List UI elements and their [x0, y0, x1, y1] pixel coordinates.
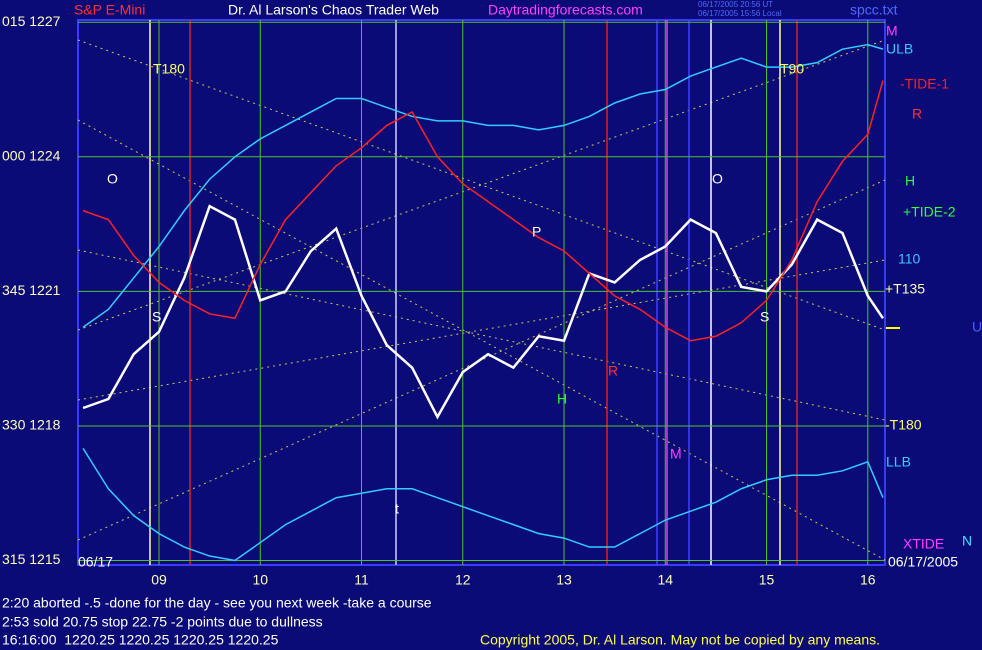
annotation: +T135 [885, 281, 925, 297]
annotation: 110 [898, 251, 921, 267]
y-tick-label: 345 1221 [2, 282, 61, 298]
annotation: R [912, 106, 922, 122]
annotation: XTIDE [903, 536, 944, 552]
annotation: O [712, 171, 723, 187]
annotation: R [608, 363, 618, 379]
annotation: -T180 [885, 417, 922, 433]
copyright: Copyright 2005, Dr. Al Larson. May not b… [480, 632, 880, 648]
series-line [82, 204, 885, 420]
x-tick-label: 11 [354, 572, 369, 588]
annotation: M [670, 446, 682, 462]
note: 2:53 sold 20.75 stop 22.75 -2 points due… [2, 614, 323, 630]
time-ut: 06/17/2005 20:56 UT [698, 0, 773, 9]
annotation: T90 [780, 61, 804, 77]
series-label: ULB [886, 41, 913, 57]
diagonal [77, 39, 886, 331]
note: 2:20 aborted -.5 -done for the day - see… [2, 595, 432, 611]
annotation: H [905, 173, 915, 189]
x-tick-label: 14 [657, 572, 673, 588]
annotation: T180 [153, 61, 185, 77]
diagonal [77, 39, 886, 331]
note: 16:16:00 1220.25 1220.25 1220.25 1220.25 [2, 632, 279, 648]
x-tick-label: 15 [759, 572, 775, 588]
series-line [82, 43, 884, 328]
y-tick-label: 015 1227 [2, 13, 61, 29]
instrument: S&P E-Mini [74, 2, 145, 18]
time-local: 06/17/2005 15:56 Local [698, 9, 782, 18]
plot-frame [77, 19, 886, 566]
x-tick-label: 12 [455, 572, 471, 588]
y-tick-label: 330 1218 [2, 417, 61, 433]
annotation: S [152, 309, 161, 325]
x-tick-label: 10 [252, 572, 268, 588]
file-name: spcc.txt [850, 2, 898, 18]
series-line [82, 447, 884, 562]
annotation: 06/17/2005 [888, 554, 958, 570]
annotation: H [557, 391, 567, 407]
x-tick-label: 13 [556, 572, 572, 588]
series-label: LLB [886, 454, 911, 470]
annotation: P [532, 224, 541, 240]
chart-title: Dr. Al Larson's Chaos Trader Web [228, 2, 439, 18]
annotation: M [886, 23, 898, 39]
annotation: N [962, 533, 972, 549]
annotation: S [760, 309, 769, 325]
x-tick-label: 16 [860, 572, 876, 588]
cycle-diagonals [77, 39, 886, 561]
annotation: O [107, 171, 118, 187]
annotation: t [395, 501, 399, 517]
annotation: U [972, 319, 982, 335]
x-tick-label: 09 [151, 572, 167, 588]
annotation: 06/17 [78, 554, 113, 570]
series-label: -TIDE-1 [900, 76, 949, 92]
diagonal [77, 259, 886, 401]
y-tick-label: 315 1215 [2, 551, 61, 567]
site: Daytradingforecasts.com [488, 2, 643, 18]
series-line [82, 80, 884, 342]
annotation: +TIDE-2 [903, 204, 956, 220]
y-tick-label: 000 1224 [2, 148, 61, 164]
